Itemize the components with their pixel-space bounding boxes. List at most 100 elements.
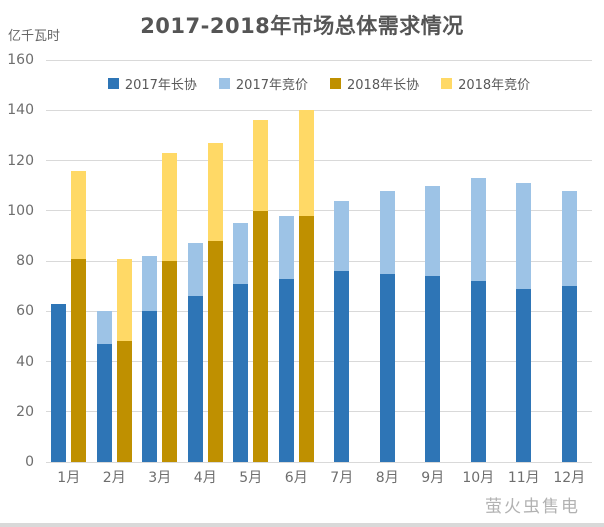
- bar-stack-2017: [51, 303, 67, 462]
- bar-segment: [298, 215, 314, 462]
- bar-segment: [51, 303, 67, 462]
- bar-stack-2018: [162, 152, 178, 462]
- legend-swatch-icon: [218, 78, 230, 89]
- bar-segment: [425, 276, 441, 462]
- bar-segment: [253, 120, 269, 211]
- bar-segment: [379, 273, 395, 462]
- bar-segment: [187, 296, 203, 462]
- bar-group-12月: [547, 60, 593, 462]
- y-tick-label: 0: [25, 454, 34, 470]
- bar-segment: [96, 343, 112, 462]
- chart-title: 2017-2018年市场总体需求情况: [140, 14, 464, 38]
- legend-label: 2017年竞价: [235, 78, 308, 93]
- bar-segment: [71, 170, 87, 259]
- bar-segment: [96, 311, 112, 344]
- x-tick-label: 5月: [239, 470, 263, 486]
- bar-segment: [116, 341, 132, 462]
- gridline: [46, 109, 592, 111]
- bar-stack-2017: [379, 190, 395, 462]
- y-tick-label: 80: [16, 253, 34, 269]
- bar-stack-2017: [425, 185, 441, 462]
- plot-area: 2017年长协 2017年竞价 2018年长协 2018年竞价: [46, 59, 592, 463]
- bar-segment: [334, 271, 350, 462]
- y-tick-label: 40: [16, 353, 34, 370]
- legend-item: 2017年竞价: [218, 74, 308, 93]
- x-tick-label: 12月: [553, 470, 586, 486]
- x-tick-label: 1月: [57, 470, 81, 486]
- bar-stack-2017: [561, 190, 577, 462]
- bar-segment: [253, 210, 269, 462]
- legend-swatch-icon: [107, 78, 119, 89]
- gridline: [46, 210, 592, 212]
- gridline: [46, 361, 592, 362]
- legend-label: 2018年长协: [347, 78, 420, 93]
- x-tick-label: 8月: [375, 470, 399, 486]
- legend-swatch-icon: [330, 78, 341, 89]
- x-tick-label: 4月: [193, 470, 217, 486]
- x-axis: 1月 2月 3月 4月 5月 6月 7月 8月 9月 10月 11月 12月: [46, 467, 592, 487]
- y-tick-label: 20: [16, 403, 34, 420]
- bar-group-11月: [501, 60, 547, 462]
- bar-stack-2017: [233, 223, 249, 462]
- bar-stack-2018: [253, 120, 269, 462]
- bar-group-7月: [319, 60, 365, 462]
- bar-segment: [561, 286, 577, 462]
- bar-segment: [516, 183, 532, 289]
- bar-stack-2017: [142, 256, 158, 462]
- legend-item: 2018年竞价: [441, 74, 530, 93]
- legend-item: 2018年长协: [330, 74, 419, 93]
- bar-segment: [470, 178, 486, 282]
- bar-segment: [233, 223, 249, 284]
- y-tick-label: 100: [7, 202, 34, 219]
- bar-stack-2018: [298, 110, 314, 462]
- bottom-border-strip: [0, 523, 604, 527]
- bar-stack-2017: [516, 183, 532, 462]
- x-tick-label: 11月: [507, 470, 540, 486]
- bar-segment: [470, 281, 486, 462]
- y-tick-label: 140: [7, 102, 34, 119]
- bar-stack-2017: [96, 311, 112, 462]
- x-tick-label: 3月: [148, 470, 172, 486]
- bar-group-10月: [456, 60, 502, 462]
- bar-stack-2017: [470, 178, 486, 462]
- bar-segment: [233, 283, 249, 462]
- y-tick-label: 60: [16, 303, 34, 320]
- legend: 2017年长协 2017年竞价 2018年长协 2018年竞价: [46, 74, 592, 93]
- bar-group-5月: [228, 60, 274, 462]
- bar-segment: [425, 185, 441, 277]
- watermark: 萤火虫售电: [485, 497, 580, 517]
- gridline: [46, 260, 592, 262]
- y-axis: 0 20 40 60 80 100 120 140 160: [0, 52, 40, 470]
- bar-segment: [278, 278, 294, 462]
- y-tick-label: 120: [7, 152, 34, 169]
- gridline: [46, 411, 592, 413]
- bar-stack-2017: [187, 243, 203, 462]
- gridline: [46, 461, 592, 463]
- bar-segment: [278, 215, 294, 279]
- y-axis-unit-label: 亿千瓦时: [8, 29, 61, 44]
- gridline: [46, 310, 592, 312]
- bar-group-9月: [410, 60, 456, 462]
- bar-stack-2018: [207, 142, 223, 462]
- bar-group-4月: [183, 60, 229, 462]
- bar-groups: [46, 60, 592, 462]
- bar-stack-2017: [278, 215, 294, 462]
- bar-segment: [379, 190, 395, 274]
- bar-segment: [516, 288, 532, 462]
- y-tick-label: 160: [7, 52, 34, 68]
- bar-group-1月: [46, 60, 92, 462]
- bar-stack-2018: [71, 170, 87, 462]
- x-tick-label: 7月: [330, 470, 354, 486]
- bar-stack-2017: [334, 200, 350, 462]
- bar-segment: [162, 152, 178, 262]
- bar-segment: [561, 190, 577, 287]
- bar-segment: [187, 243, 203, 297]
- bar-group-2月: [92, 60, 138, 462]
- bar-group-8月: [365, 60, 411, 462]
- bar-stack-2018: [116, 258, 132, 462]
- legend-label: 2018年竞价: [458, 78, 531, 93]
- bar-segment: [207, 240, 223, 462]
- bar-segment: [142, 256, 158, 312]
- bar-segment: [334, 200, 350, 272]
